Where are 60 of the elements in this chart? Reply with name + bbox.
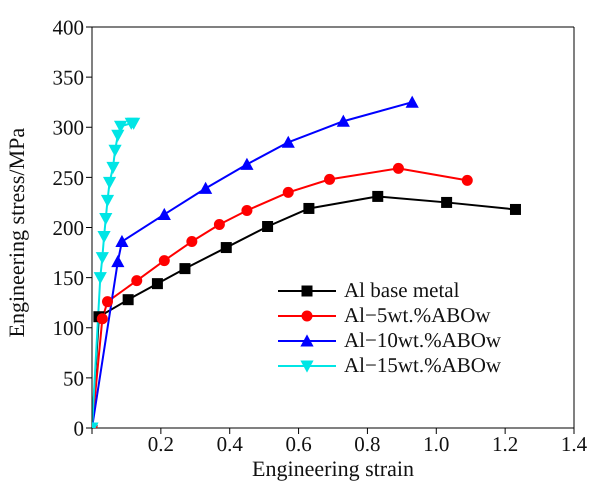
y-tick-label: 0 xyxy=(74,416,84,440)
point xyxy=(111,254,124,268)
point xyxy=(372,190,384,202)
point xyxy=(96,252,109,264)
point xyxy=(111,130,124,142)
x-tick-label: 1.4 xyxy=(560,432,588,456)
x-tick-label: 0.4 xyxy=(216,432,244,456)
point xyxy=(282,136,295,148)
point xyxy=(127,118,140,130)
point xyxy=(100,194,114,208)
x-tick-label: 1.2 xyxy=(492,432,518,456)
point xyxy=(262,221,274,232)
y-tick-label: 150 xyxy=(52,266,84,290)
point xyxy=(441,196,452,208)
point xyxy=(241,204,252,216)
point xyxy=(462,174,473,186)
point xyxy=(282,186,294,198)
point xyxy=(102,296,113,308)
legend-label: Al−10wt.%ABOw xyxy=(344,328,502,353)
x-tick-label: 0.8 xyxy=(354,432,381,456)
point xyxy=(406,96,419,108)
point xyxy=(102,176,116,189)
y-tick-label: 300 xyxy=(52,116,84,140)
y-tick-label: 100 xyxy=(52,316,84,340)
point xyxy=(106,162,120,174)
point xyxy=(179,263,190,274)
point xyxy=(99,212,112,226)
point xyxy=(158,255,170,266)
point xyxy=(96,313,108,324)
legend-label: Al−15wt.%ABOw xyxy=(344,353,502,378)
point xyxy=(510,204,521,215)
point xyxy=(220,242,232,254)
y-axis-title: Engineering stress/MPa xyxy=(4,128,29,338)
point xyxy=(94,272,107,284)
y-tick-label: 200 xyxy=(52,216,84,240)
point xyxy=(152,278,163,290)
point xyxy=(240,158,254,170)
x-axis-title: Engineering strain xyxy=(252,456,414,481)
point xyxy=(324,174,336,185)
point xyxy=(392,162,404,174)
point xyxy=(214,219,225,230)
y-tick-label: 400 xyxy=(52,15,84,40)
x-tick-label: 0.2 xyxy=(148,432,174,456)
y-tick-label: 250 xyxy=(52,166,84,190)
x-tick-label: 0.6 xyxy=(285,432,312,456)
x-tick-label: 1.0 xyxy=(423,432,450,456)
point xyxy=(158,208,171,220)
legend-label: Al−5wt.%ABOw xyxy=(344,303,491,328)
y-tick-label: 50 xyxy=(63,366,84,390)
point xyxy=(97,231,111,244)
point xyxy=(186,236,198,248)
point xyxy=(131,275,142,286)
legend-label: Al base metal xyxy=(344,278,460,303)
point xyxy=(122,294,134,306)
point xyxy=(199,182,212,194)
point xyxy=(108,144,122,157)
point xyxy=(336,114,350,127)
point xyxy=(303,202,314,214)
point xyxy=(115,234,129,248)
y-tick-label: 350 xyxy=(52,66,84,90)
